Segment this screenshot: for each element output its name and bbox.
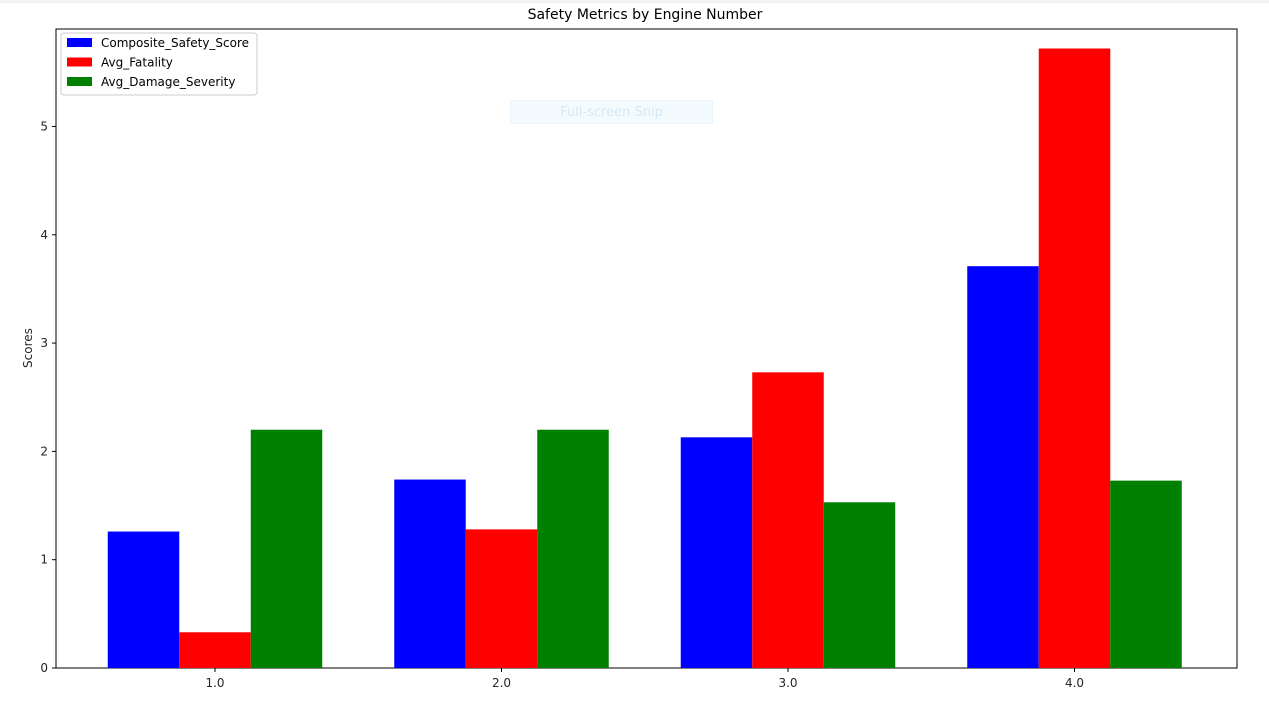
bar-avg-fatality-2 [752,372,824,668]
y-tick-label-0: 0 [40,661,48,675]
y-tick-label-2: 2 [40,444,48,458]
legend-label-0: Composite_Safety_Score [101,36,249,50]
bar-composite-safety-score-0 [107,531,180,668]
bar-composite-safety-score-1 [394,479,466,668]
bar-composite-safety-score-3 [967,266,1039,668]
x-axis: 1.0 2.0 3.0 4.0 [205,668,1084,690]
snip-label: Full-screen Snip [560,104,663,120]
legend-swatch-1 [67,57,92,67]
bar-avg-damage-severity-0 [250,429,323,668]
y-tick-label-3: 3 [40,336,48,350]
x-tick-label-0: 1.0 [205,676,224,690]
legend-swatch-0 [67,38,92,47]
bars-group [107,48,1182,668]
y-tick-label-4: 4 [40,228,48,242]
y-tick-label-1: 1 [40,553,48,567]
legend-label-1: Avg_Fatality [101,56,173,70]
top-strip [0,0,1269,3]
legend-label-2: Avg_Damage_Severity [101,75,235,89]
x-tick-label-1: 2.0 [492,676,511,690]
legend-box [60,32,258,96]
x-tick-label-3: 4.0 [1065,676,1084,690]
bar-avg-damage-severity-1 [537,429,609,668]
legend: Composite_Safety_Score Avg_Fatality Avg_Da… [60,32,258,96]
y-axis-label: Scores [21,328,35,368]
plot-frame [55,28,1238,669]
legend-swatch-2 [67,77,92,86]
bar-avg-fatality-3 [1038,48,1111,668]
bar-composite-safety-score-2 [680,437,753,668]
full-screen-snip-overlay[interactable]: Full-screen Snip [510,100,713,124]
bar-avg-fatality-1 [465,529,538,668]
chart-title: Safety Metrics by Engine Number [528,7,763,23]
y-axis: 0 1 2 3 4 5 [40,119,56,675]
bar-avg-damage-severity-2 [823,502,896,668]
bar-avg-fatality-0 [179,632,251,668]
bar-avg-damage-severity-3 [1110,480,1182,668]
y-tick-label-5: 5 [40,119,48,133]
x-tick-label-2: 3.0 [778,676,797,690]
